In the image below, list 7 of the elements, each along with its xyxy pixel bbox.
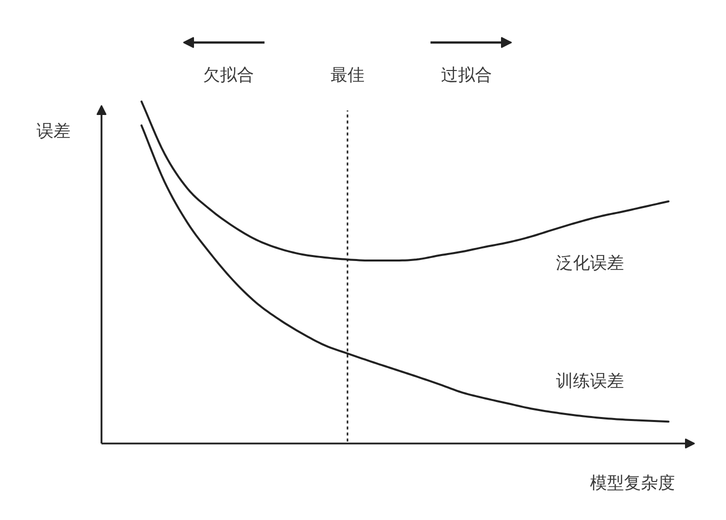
series-label: 泛化误差 (556, 253, 624, 274)
text: 最佳 (330, 66, 364, 86)
text: 过拟合 (441, 66, 492, 86)
series-label: 训练误差 (556, 371, 624, 392)
x-axis-title: 模型复杂度 (590, 474, 675, 494)
text: 欠拟合 (203, 66, 254, 86)
y-axis-title: 误差 (36, 122, 70, 142)
